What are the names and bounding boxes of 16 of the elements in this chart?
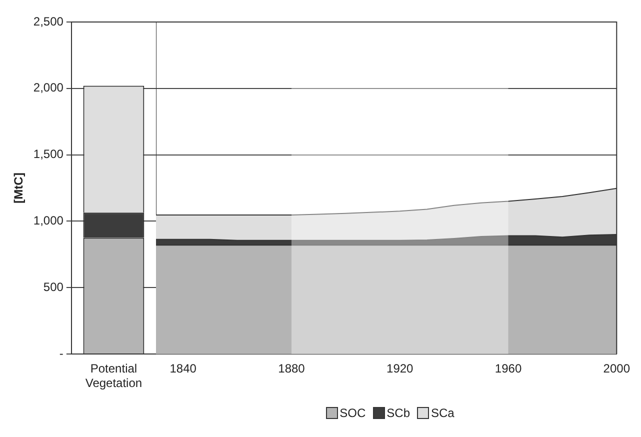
x-tick-label: Potential Vegetation — [85, 362, 142, 390]
y-tick-label: 1,000 — [33, 214, 64, 228]
x-tick-label: 1840 — [170, 362, 197, 376]
y-tick-label: 500 — [43, 280, 64, 294]
x-tick-label: 2000 — [603, 362, 630, 376]
legend-label: SOC — [340, 406, 366, 420]
x-tick-label: 1960 — [494, 362, 522, 376]
x-tick-label: 1920 — [386, 362, 414, 376]
y-tick-label: - — [59, 346, 64, 360]
y-tick-label: 1,500 — [33, 147, 64, 162]
legend-label: SCa — [431, 406, 454, 420]
y-tick-label: 2,500 — [33, 14, 64, 28]
y-tick-label: 2,000 — [33, 80, 64, 95]
x-tick-label: 1880 — [278, 362, 306, 376]
legend-label: SCb — [386, 406, 410, 420]
y-axis-title: [MtC] — [12, 172, 26, 204]
